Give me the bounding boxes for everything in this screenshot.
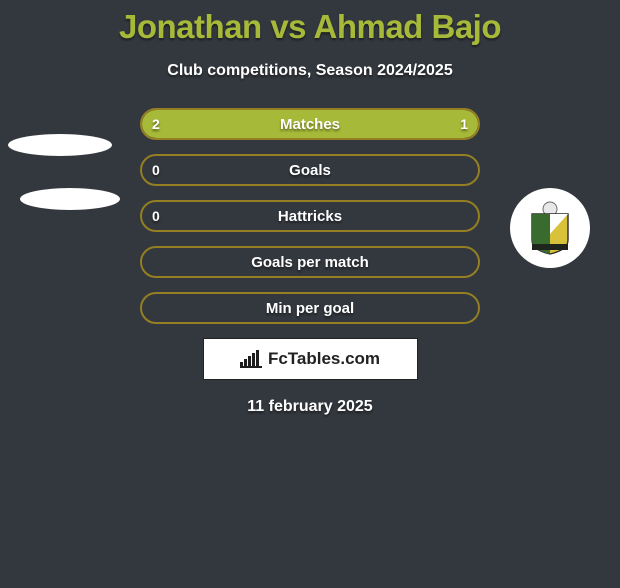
- page-title: Jonathan vs Ahmad Bajo: [0, 8, 620, 46]
- subtitle: Club competitions, Season 2024/2025: [0, 62, 620, 80]
- fctables-label: FcTables.com: [268, 349, 380, 369]
- bar-chart-icon: [240, 350, 262, 368]
- stat-label: Goals per match: [142, 248, 478, 276]
- fctables-badge: FcTables.com: [203, 338, 418, 380]
- stat-label: Matches: [142, 110, 478, 138]
- date-text: 11 february 2025: [0, 398, 620, 416]
- stat-row: Min per goal: [140, 292, 480, 324]
- stat-row: Goals per match: [140, 246, 480, 278]
- stat-label: Min per goal: [142, 294, 478, 322]
- stat-label: Goals: [142, 156, 478, 184]
- stat-row: 0Hattricks: [140, 200, 480, 232]
- stat-row: 0Goals: [140, 154, 480, 186]
- stat-label: Hattricks: [142, 202, 478, 230]
- stat-row: 21Matches: [140, 108, 480, 140]
- comparison-rows: 21Matches 0Goals 0Hattricks Goals per match…: [0, 108, 620, 324]
